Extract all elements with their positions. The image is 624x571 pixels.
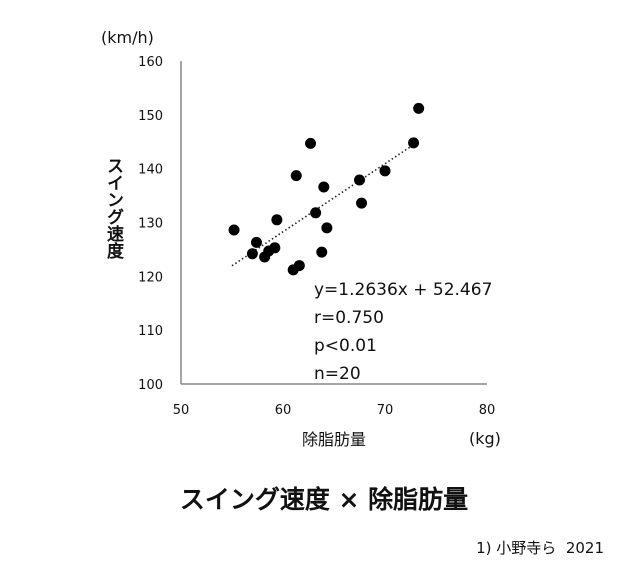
data-point bbox=[413, 102, 425, 114]
y-tick-label: 110 bbox=[138, 324, 163, 339]
x-tick-label: 70 bbox=[377, 403, 394, 418]
data-point bbox=[271, 214, 283, 226]
trendline-group bbox=[231, 144, 415, 267]
data-point bbox=[293, 260, 305, 272]
y-unit-label: (km/h) bbox=[101, 28, 154, 47]
data-point bbox=[246, 248, 258, 260]
y-tick-label: 130 bbox=[138, 217, 163, 232]
stat-annotation: y=1.2636x + 52.467 bbox=[314, 280, 492, 300]
chart-title: スイング速度 × 除脂肪量 bbox=[180, 485, 468, 514]
stat-annotation: n=20 bbox=[314, 364, 361, 384]
regression-stats: y=1.2636x + 52.467 r=0.750 p<0.01 n=20 bbox=[314, 280, 492, 384]
x-axis-title: 除脂肪量 bbox=[302, 430, 366, 449]
stat-annotation: r=0.750 bbox=[314, 308, 384, 328]
y-tick-label: 160 bbox=[138, 55, 163, 70]
data-point bbox=[310, 207, 322, 219]
x-tick-label: 80 bbox=[479, 403, 496, 418]
y-tick-label: 140 bbox=[138, 163, 163, 178]
x-tick-labels: 50 60 70 80 bbox=[173, 403, 496, 418]
data-point bbox=[316, 246, 328, 258]
data-point bbox=[408, 137, 420, 149]
data-point bbox=[305, 137, 317, 149]
y-tick-labels: 100 110 120 130 140 150 160 bbox=[138, 55, 163, 393]
x-tick-label: 60 bbox=[275, 403, 292, 418]
trendline bbox=[231, 144, 415, 267]
data-point bbox=[228, 224, 240, 236]
data-point bbox=[356, 197, 368, 209]
data-point bbox=[379, 165, 391, 177]
data-points bbox=[228, 102, 425, 276]
y-tick-label: 100 bbox=[138, 378, 163, 393]
data-point bbox=[354, 174, 365, 186]
data-point bbox=[250, 236, 262, 248]
y-tick-label: 120 bbox=[138, 270, 163, 285]
y-tick-label: 150 bbox=[138, 109, 163, 124]
data-point bbox=[318, 181, 330, 193]
source-citation: 1) 小野寺ら 2021 bbox=[476, 539, 604, 557]
y-axis-title: スイング速度 bbox=[103, 157, 124, 260]
data-point bbox=[290, 170, 302, 182]
data-point bbox=[321, 222, 333, 234]
x-tick-label: 50 bbox=[173, 403, 190, 418]
x-unit-label: (kg) bbox=[469, 429, 501, 448]
data-point bbox=[269, 242, 281, 254]
stat-annotation: p<0.01 bbox=[314, 336, 377, 356]
